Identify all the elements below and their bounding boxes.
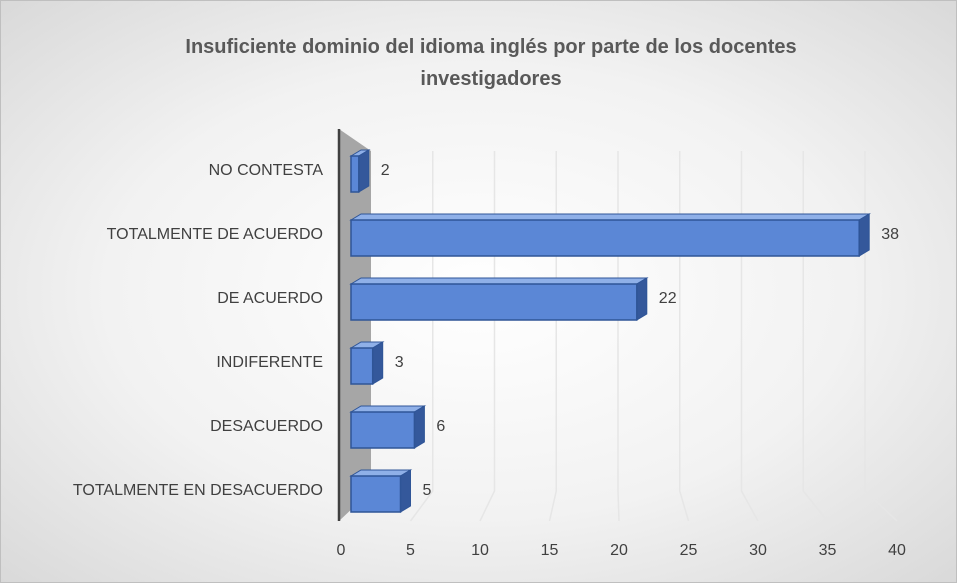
x-tick-label: 40 xyxy=(888,542,906,559)
bar-face xyxy=(350,475,402,513)
grid-line xyxy=(740,151,759,522)
x-tick-label: 25 xyxy=(680,542,698,559)
data-label: 2 xyxy=(381,162,390,179)
bar-face xyxy=(350,219,860,257)
x-tick-label: 10 xyxy=(471,542,489,559)
x-tick-label: 0 xyxy=(337,542,346,559)
y-tick-label: TOTALMENTE DE ACUERDO xyxy=(107,226,323,243)
y-tick-label: TOTALMENTE EN DESACUERDO xyxy=(73,482,323,499)
bar-face xyxy=(350,283,638,321)
grid-line xyxy=(548,151,557,522)
grid-line xyxy=(679,151,690,522)
bar-face xyxy=(413,405,425,449)
bar-face xyxy=(350,347,374,385)
y-tick-label: DE ACUERDO xyxy=(217,290,323,307)
data-label: 6 xyxy=(436,418,445,435)
bar-face xyxy=(372,341,384,385)
x-tick-label: 20 xyxy=(610,542,628,559)
x-tick-label: 30 xyxy=(749,542,767,559)
bar xyxy=(349,149,371,193)
x-tick-label: 5 xyxy=(406,542,415,559)
chart-title: Insuficiente dominio del idioma inglés p… xyxy=(185,36,797,90)
bar xyxy=(349,405,427,449)
bar xyxy=(349,469,413,513)
y-tick-label: DESACUERDO xyxy=(210,418,323,435)
data-label: 5 xyxy=(423,482,432,499)
x-tick-label: 35 xyxy=(819,542,837,559)
bar-face xyxy=(636,277,648,321)
data-label: 22 xyxy=(659,290,677,307)
grid-line xyxy=(617,151,620,522)
bar xyxy=(349,213,872,257)
x-tick-label: 15 xyxy=(541,542,559,559)
grid-line xyxy=(802,151,829,522)
grid-line xyxy=(864,151,898,522)
bar-face xyxy=(350,411,416,449)
bar-face xyxy=(400,469,411,513)
grid-line xyxy=(479,151,496,522)
data-label: 3 xyxy=(395,354,404,371)
grid-line xyxy=(409,151,434,522)
bar-face xyxy=(349,213,872,221)
bar xyxy=(349,341,385,385)
bar-face xyxy=(358,149,370,193)
bar-face xyxy=(350,155,360,193)
y-tick-label: NO CONTESTA xyxy=(209,162,324,179)
bar xyxy=(349,277,649,321)
data-label: 38 xyxy=(881,226,899,243)
y-tick-label: INDIFERENTE xyxy=(216,354,323,371)
bar-face xyxy=(349,277,649,285)
bar-face xyxy=(858,213,870,257)
bar-face xyxy=(349,405,427,413)
